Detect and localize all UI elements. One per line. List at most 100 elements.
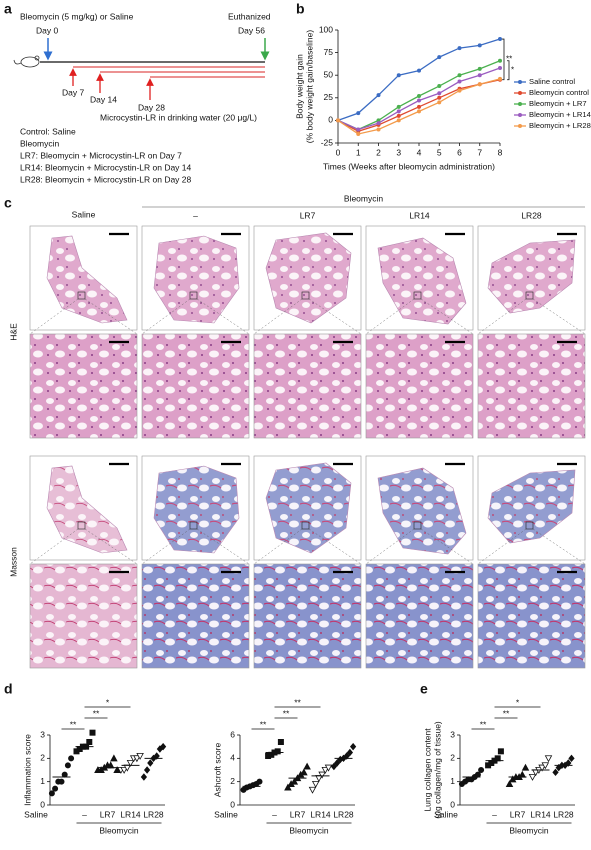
zoom-guide <box>196 298 250 335</box>
significance-label: * <box>106 697 110 707</box>
lung-section <box>265 232 352 324</box>
y-tick-label: 1 <box>450 776 455 786</box>
day-label: Day 0 <box>36 25 58 35</box>
legend-swatch <box>518 91 522 95</box>
zoom-box <box>77 521 86 530</box>
x-tick-label: 1 <box>356 147 361 157</box>
lung-section <box>377 237 467 325</box>
data-point <box>568 754 575 763</box>
data-point <box>437 100 442 105</box>
x-tick-label: LR28 <box>143 809 164 819</box>
data-point <box>52 785 59 792</box>
data-point <box>457 46 462 51</box>
data-point <box>565 759 572 767</box>
histology-frame <box>29 333 138 439</box>
x-tick-label: LR28 <box>333 809 354 819</box>
data-point <box>300 768 308 776</box>
data-point <box>396 109 401 114</box>
zoom-guide <box>253 298 303 335</box>
data-point <box>477 66 482 71</box>
legend-swatch <box>518 113 522 117</box>
x-tick-label: – <box>272 809 277 819</box>
data-point <box>552 768 559 777</box>
data-point <box>528 774 537 781</box>
data-point <box>343 752 350 760</box>
data-point <box>48 790 55 797</box>
data-point <box>396 104 401 109</box>
y-tick-label: 0 <box>450 799 455 809</box>
y-axis-label: Body weight gain <box>294 54 304 119</box>
data-point <box>356 111 361 116</box>
zoom-box <box>189 291 198 300</box>
row-label: H&E <box>8 323 18 341</box>
x-tick-label: 6 <box>457 147 462 157</box>
data-point <box>396 118 401 123</box>
significance-bracket <box>502 38 505 81</box>
significance-label: * <box>511 65 514 74</box>
x-tick-label: Saline <box>214 809 238 819</box>
column-label: LR7 <box>300 210 316 220</box>
zoom-guide <box>420 528 474 565</box>
zoom-guide <box>253 528 303 565</box>
histology-frame <box>141 563 250 669</box>
group-definition: LR7: Bleomycin + Microcystin-LR on Day 7 <box>20 150 182 160</box>
lung-section <box>46 465 128 554</box>
data-point <box>505 780 514 787</box>
zoom-box <box>301 291 310 300</box>
zoom-box <box>189 521 198 530</box>
zoom-guide <box>141 528 191 565</box>
group-label: Bleomycin <box>99 825 138 835</box>
legend-label: Bleomycin control <box>529 88 589 97</box>
data-point <box>437 84 442 89</box>
data-point <box>457 88 462 93</box>
data-point <box>140 773 148 781</box>
y-tick-label: 75 <box>324 47 334 57</box>
significance-label: ** <box>480 719 487 729</box>
zoom-guide <box>532 298 586 335</box>
significance-label: ** <box>93 708 100 718</box>
x-tick-label: LR7 <box>290 809 306 819</box>
data-point <box>318 771 326 779</box>
group-definition: Bleomycin <box>20 138 59 148</box>
data-point <box>477 82 482 87</box>
data-point <box>64 762 71 769</box>
x-tick-label: 7 <box>477 147 482 157</box>
day-label: Day 56 <box>238 25 265 35</box>
panel-letter: e <box>420 681 428 697</box>
y-axis-label: Inflammation score <box>22 734 32 806</box>
data-point <box>437 91 442 96</box>
histology-frame <box>253 563 362 669</box>
water-label: Microcystin-LR in drinking water (20 μg/… <box>100 112 257 122</box>
data-point <box>494 755 501 762</box>
lung-section <box>153 465 240 554</box>
y-tick-label: 4 <box>230 753 235 763</box>
data-point <box>417 98 421 103</box>
x-axis-label: Times (Weeks after bleomycin administrat… <box>323 161 495 171</box>
y-tick-label: 0 <box>40 799 45 809</box>
column-label: LR28 <box>521 210 542 220</box>
data-point <box>308 786 317 794</box>
data-point <box>521 763 530 771</box>
legend-swatch <box>518 102 522 106</box>
x-tick-label: LR14 <box>530 809 551 819</box>
y-axis-label: (μg collagen/mg of tissue) <box>432 721 442 819</box>
legend-label: Saline control <box>529 77 575 86</box>
data-point <box>126 760 135 767</box>
significance-label: ** <box>503 708 510 718</box>
group-label: Bleomycin <box>509 825 548 835</box>
x-tick-label: 8 <box>498 147 503 157</box>
zoom-guide <box>196 528 250 565</box>
data-point <box>136 753 144 760</box>
x-tick-label: LR14 <box>310 809 331 819</box>
group-label: Bleomycin <box>289 825 328 835</box>
significance-label: ** <box>260 719 267 729</box>
data-point <box>356 131 361 136</box>
y-tick-label: 3 <box>450 729 455 739</box>
data-point <box>417 109 421 114</box>
data-point <box>284 783 292 791</box>
data-point <box>518 770 527 778</box>
data-point <box>330 762 338 771</box>
data-point <box>333 759 341 767</box>
data-point <box>346 748 354 757</box>
y-tick-label: 6 <box>230 729 235 739</box>
